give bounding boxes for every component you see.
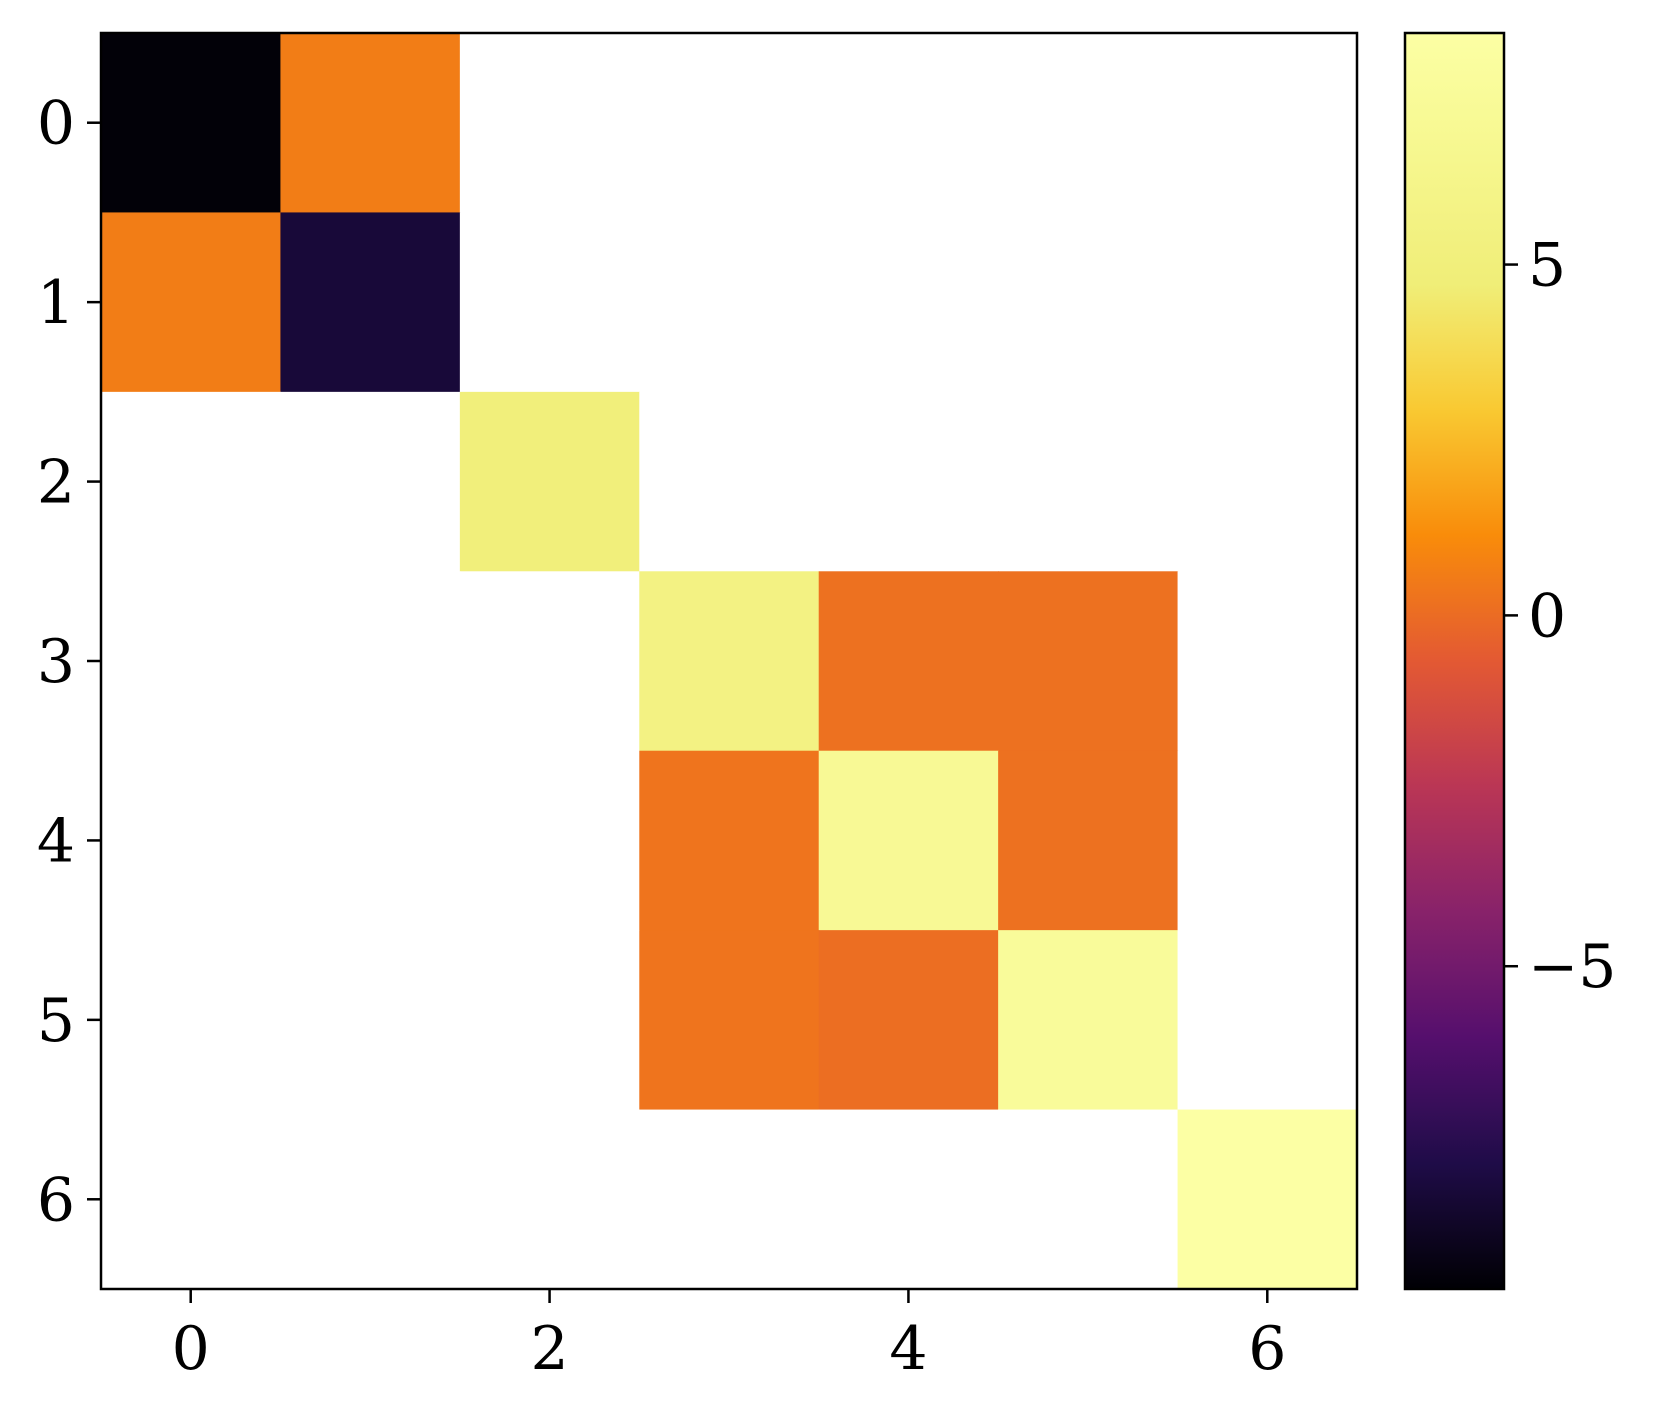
- heatmap-cell: [639, 212, 819, 392]
- heatmap-cell: [819, 751, 999, 931]
- heatmap-cell: [101, 930, 281, 1110]
- heatmap-cell: [819, 571, 999, 751]
- y-tick-label: 6: [37, 1165, 75, 1235]
- heatmap-cell: [460, 392, 640, 572]
- heatmap-cells: [101, 33, 1358, 1290]
- heatmap-cell: [460, 751, 640, 931]
- heatmap-cell: [101, 751, 281, 931]
- heatmap-cell: [998, 751, 1178, 931]
- heatmap-cell: [639, 930, 819, 1110]
- heatmap-cell: [280, 930, 460, 1110]
- heatmap-cell: [639, 571, 819, 751]
- heatmap-cell: [639, 392, 819, 572]
- heatmap-cell: [819, 930, 999, 1110]
- colorbar: [1405, 33, 1504, 1289]
- heatmap-cell: [280, 1110, 460, 1290]
- heatmap-cell: [819, 392, 999, 572]
- heatmap-cell: [1178, 1110, 1358, 1290]
- heatmap-cell: [998, 212, 1178, 392]
- y-tick-label: 2: [37, 448, 75, 518]
- heatmap-cell: [101, 1110, 281, 1290]
- heatmap-cell: [998, 930, 1178, 1110]
- heatmap-cell: [280, 33, 460, 213]
- x-tick-label: 6: [1248, 1314, 1286, 1384]
- heatmap-cell: [1178, 751, 1358, 931]
- colorbar-tick-label: 5: [1528, 231, 1566, 301]
- y-tick-label: 3: [37, 627, 75, 697]
- colorbar-tick-label: −5: [1528, 932, 1616, 1002]
- heatmap-cell: [280, 392, 460, 572]
- heatmap-cell: [1178, 571, 1358, 751]
- y-tick-label: 5: [37, 986, 75, 1056]
- colorbar-tick-label: 0: [1528, 581, 1566, 651]
- heatmap-cell: [101, 212, 281, 392]
- heatmap-cell: [1178, 930, 1358, 1110]
- x-tick-label: 4: [889, 1314, 927, 1384]
- heatmap-cell: [819, 33, 999, 213]
- heatmap-cell: [1178, 212, 1358, 392]
- heatmap-cell: [101, 392, 281, 572]
- heatmap-cell: [998, 33, 1178, 213]
- heatmap-cell: [819, 1110, 999, 1290]
- heatmap-cell: [460, 930, 640, 1110]
- heatmap-cell: [639, 1110, 819, 1290]
- heatmap-cell: [101, 33, 281, 213]
- heatmap-cell: [460, 212, 640, 392]
- heatmap-cell: [639, 751, 819, 931]
- heatmap-cell: [998, 571, 1178, 751]
- heatmap-cell: [998, 1110, 1178, 1290]
- x-tick-label: 0: [172, 1314, 210, 1384]
- heatmap-cell: [460, 1110, 640, 1290]
- heatmap-cell: [1178, 392, 1358, 572]
- heatmap-cell: [639, 33, 819, 213]
- y-tick-label: 1: [37, 268, 75, 338]
- heatmap-cell: [1178, 33, 1358, 213]
- heatmap-cell: [819, 212, 999, 392]
- y-tick-label: 4: [37, 806, 75, 876]
- x-tick-label: 2: [530, 1314, 568, 1384]
- heatmap-cell: [101, 571, 281, 751]
- heatmap-cell: [460, 33, 640, 213]
- heatmap-cell: [280, 212, 460, 392]
- heatmap-cell: [460, 571, 640, 751]
- heatmap-cell: [280, 571, 460, 751]
- y-tick-label: 0: [37, 89, 75, 159]
- heatmap-cell: [998, 392, 1178, 572]
- heatmap-cell: [280, 751, 460, 931]
